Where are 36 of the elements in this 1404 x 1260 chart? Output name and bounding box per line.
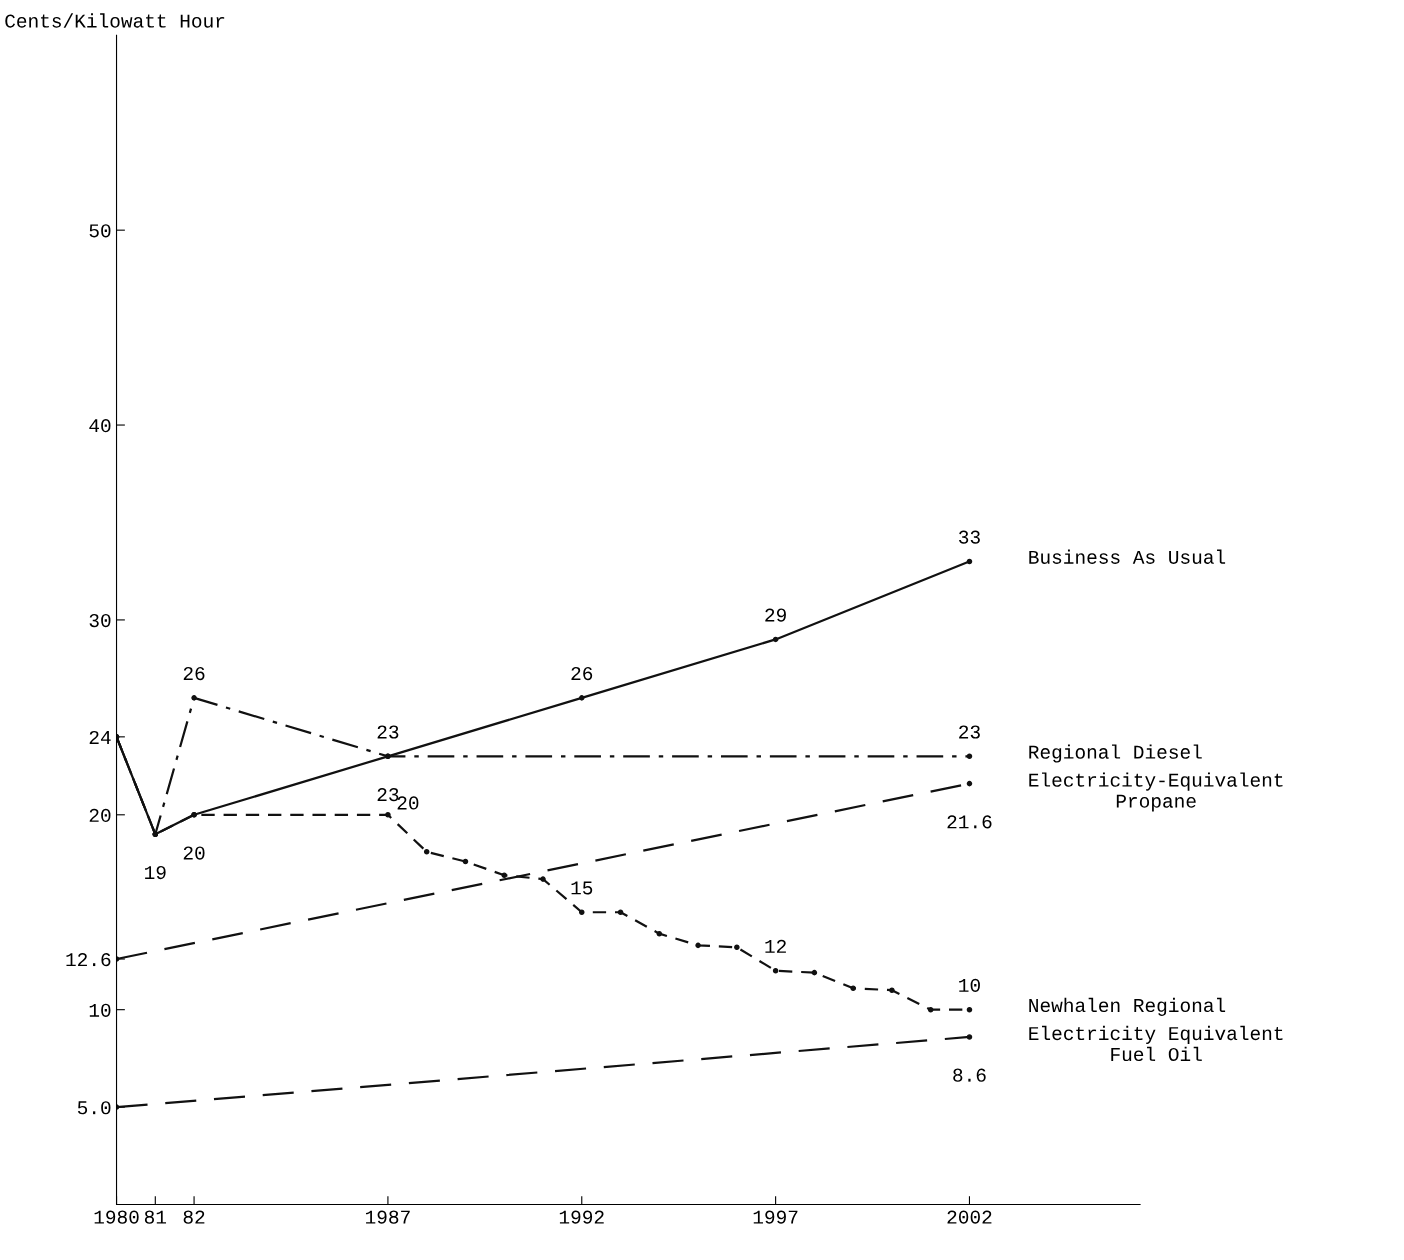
y-tick-label: 40 <box>89 419 111 433</box>
x-tick-label: 1987 <box>365 1210 410 1224</box>
x-tick-label: 1997 <box>753 1210 798 1224</box>
y-tick-label: 12.6 <box>66 953 111 967</box>
text: Electricity-Equivalent Propane <box>1029 772 1283 812</box>
y-tick-label: 24 <box>89 730 111 744</box>
text: Business As Usual <box>1029 549 1226 564</box>
y-axis-title: Cents/Kilowatt Hour <box>5 13 225 28</box>
data-label: 20 <box>397 796 419 810</box>
data-label: 19 <box>145 865 166 880</box>
data-label: 33 <box>959 530 980 544</box>
x-tick-label: 82 <box>183 1210 205 1224</box>
data-label: 29 <box>765 608 786 622</box>
x-tick-label: 2002 <box>947 1210 992 1224</box>
x-tick-label: 81 <box>144 1210 167 1224</box>
y-tick-label: 5.0 <box>77 1101 111 1115</box>
x-tick-label: 1980 <box>94 1210 139 1224</box>
data-label: 23 <box>959 725 980 739</box>
data-label: 15 <box>571 881 593 895</box>
data-label: 26 <box>183 666 205 681</box>
y-tick-label: 50 <box>89 224 111 238</box>
text: Newhalen Regional <box>1029 997 1226 1016</box>
data-label: 8.6 <box>953 1068 986 1082</box>
data-label: 23 <box>377 725 399 739</box>
data-label: 26 <box>571 666 593 681</box>
data-label: 10 <box>959 978 980 992</box>
data-label: 20 <box>183 846 205 860</box>
y-tick-label: 10 <box>89 1003 111 1017</box>
data-label: 12 <box>765 939 786 953</box>
text: Electricity Equivalent Fuel Oil <box>1029 1025 1283 1062</box>
y-tick-label: 30 <box>89 613 111 628</box>
y-tick-label: 20 <box>89 808 111 823</box>
x-tick-label: 1992 <box>559 1210 604 1224</box>
data-label: 21.6 <box>947 815 992 829</box>
data-label: 23 <box>377 787 399 802</box>
text: Regional Diesel <box>1029 744 1202 763</box>
